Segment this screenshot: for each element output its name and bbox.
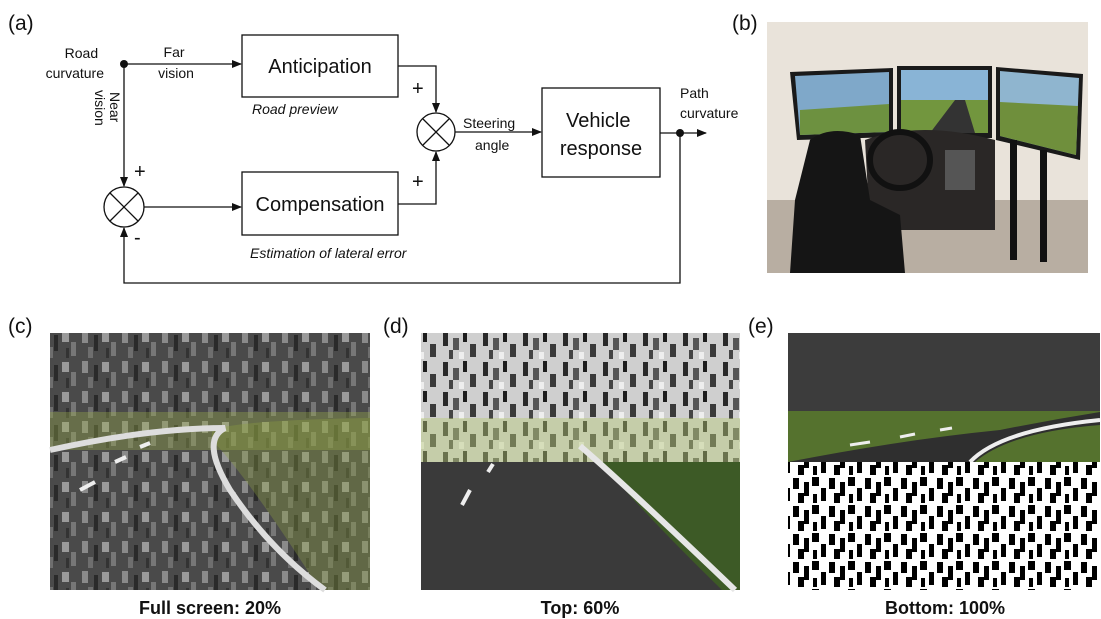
text-line: Steering [463,115,515,131]
text-line: curvature [680,105,739,121]
text-line: vision [92,90,108,126]
sign: + [134,161,146,183]
panel-label: (a) [8,12,34,35]
panel-label: (b) [732,12,758,35]
page: Driving figure {"panels": {"a": "(a)", "… [0,0,1101,619]
panel-caption: Full screen: 20% [139,598,281,618]
summing-junction [417,113,455,151]
text-line: Path [680,85,709,101]
console [945,150,975,190]
text-line: vision [158,65,194,81]
control-diagram: Road curvature Far vision Near vision An… [46,35,739,283]
text-line: Road [65,45,98,61]
vehicle-response-box [542,88,660,177]
compensation-caption: Estimation of lateral error [250,245,408,261]
sign: + [412,171,424,193]
steering-angle-label: Steering angle [463,115,519,153]
panel-label: (d) [383,315,409,338]
path-curvature-label: Path curvature [680,85,739,121]
stand [1010,140,1017,260]
panel-label: (e) [748,315,774,338]
text-line: curvature [46,65,105,81]
compensation-label: Compensation [256,194,385,216]
simulator-photo [767,22,1088,273]
stand [1040,150,1047,262]
panel-caption: Top: 60% [541,598,620,618]
sky [788,333,1100,411]
panel-caption: Bottom: 100% [885,598,1005,618]
far-vision-label: Far vision [158,44,194,81]
anticipation-caption: Road preview [252,101,338,117]
sign: + [412,78,424,100]
text-line: Near [107,92,123,123]
sign: - [134,227,141,249]
body: (a) (b) (c) (d) (e) Road curvature Far v… [0,0,1101,619]
noise-image [788,462,1100,590]
horizon-band [421,418,740,462]
anticipation-label: Anticipation [268,56,371,78]
figure: (a) (b) (c) (d) (e) Road curvature Far v… [0,0,1101,619]
text-line: Far [164,44,185,60]
text-line: Vehicle [566,110,631,132]
road-curvature-label: Road curvature [46,45,105,81]
panel-label: (c) [8,315,33,338]
text-line: response [560,138,642,160]
summing-junction [104,187,144,227]
stimulus-full-screen [50,333,370,590]
stimulus-top [421,333,740,590]
text-line: angle [475,137,509,153]
near-vision-label: Near vision [92,90,123,126]
stimulus-bottom [788,333,1100,590]
